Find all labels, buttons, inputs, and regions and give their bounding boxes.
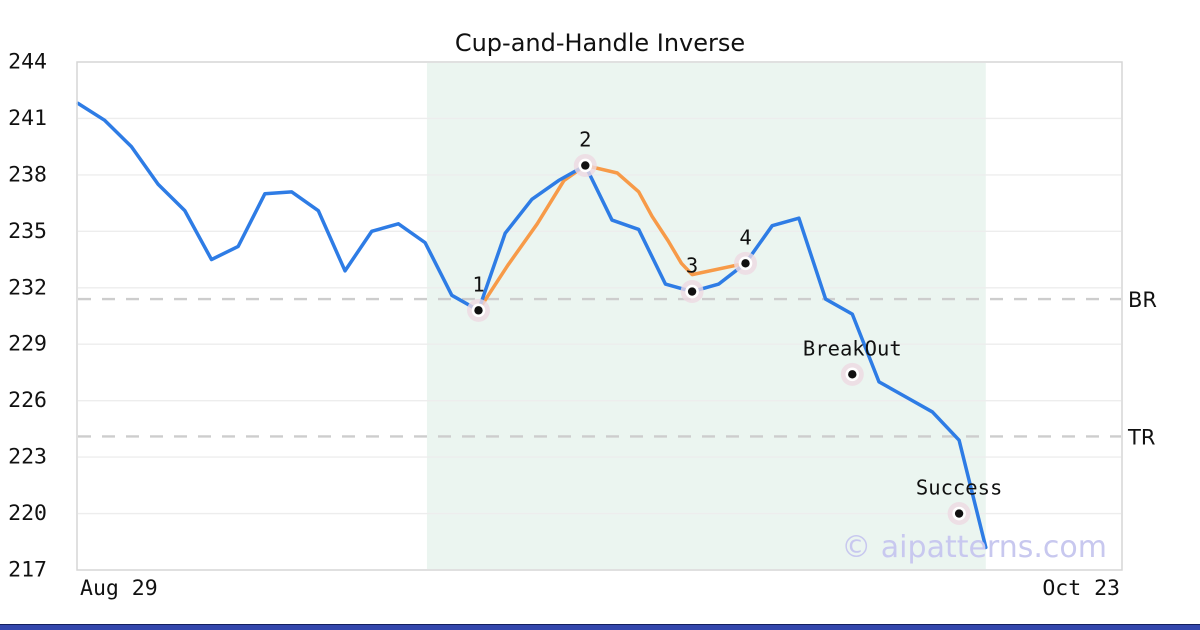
y-tick-label: 238 — [8, 162, 47, 187]
marker-label-4: 4 — [739, 225, 751, 249]
y-tick-label: 223 — [8, 445, 47, 470]
y-tick-label: 232 — [8, 275, 47, 300]
marker-dot-4 — [741, 259, 750, 268]
y-tick-label: 220 — [8, 501, 47, 526]
level-label-tr: TR — [1127, 425, 1155, 449]
pattern-region — [426, 63, 986, 569]
marker-dot-1 — [474, 306, 483, 315]
marker-dot-success — [954, 509, 964, 518]
marker-label-success: Success — [916, 476, 1002, 500]
y-tick-label: 241 — [8, 106, 47, 131]
marker-dot-breakout — [848, 370, 857, 379]
bottom-accent-bar — [0, 624, 1200, 630]
x-label-end: Oct 23 — [1042, 576, 1120, 601]
marker-label-1: 1 — [472, 272, 484, 296]
plot-border — [76, 61, 1123, 571]
price-line — [76, 101, 988, 550]
y-tick-label: 217 — [8, 558, 47, 583]
y-tick-label: 226 — [8, 388, 47, 413]
marker-label-3: 3 — [686, 254, 698, 278]
watermark-text: © aipatterns.com — [841, 530, 1107, 565]
y-tick-label: 244 — [8, 50, 47, 75]
marker-dot-3 — [687, 287, 697, 296]
y-tick-label: 229 — [8, 332, 47, 357]
level-label-br: BR — [1128, 288, 1157, 312]
x-label-start: Aug 29 — [80, 576, 158, 601]
chart-title: Cup-and-Handle Inverse — [454, 29, 746, 57]
marker-label-2: 2 — [579, 127, 591, 151]
marker-label-breakout: BreakOut — [803, 336, 902, 360]
marker-dot-2 — [581, 161, 590, 170]
y-tick-label: 235 — [8, 219, 47, 244]
pattern-line — [476, 163, 748, 313]
